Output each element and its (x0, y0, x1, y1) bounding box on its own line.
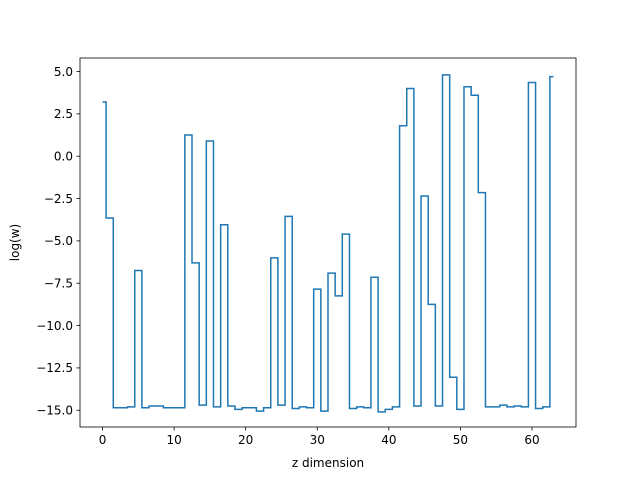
y-tick-label: −2.5 (44, 192, 73, 206)
y-tick-label: 2.5 (54, 107, 73, 121)
x-tick-label: 40 (381, 433, 396, 447)
y-axis-label: log(w) (8, 224, 22, 261)
x-tick-label: 10 (166, 433, 181, 447)
y-tick-label: −12.5 (36, 361, 73, 375)
axes-frame (79, 57, 577, 428)
series-step-line (102, 74, 554, 413)
x-tick-label: 30 (310, 433, 325, 447)
x-axis-label: z dimension (292, 456, 364, 470)
x-tick-label: 0 (99, 433, 107, 447)
x-tick-label: 20 (238, 433, 253, 447)
x-tick-label: 50 (453, 433, 468, 447)
y-tick-label: −5.0 (44, 234, 73, 248)
y-tick-label: 5.0 (54, 65, 73, 79)
x-tick-label: 60 (524, 433, 539, 447)
x-axis: 0 10 20 30 40 50 60 (99, 427, 540, 447)
y-tick-label: −10.0 (36, 319, 73, 333)
y-axis: 5.0 2.5 0.0 −2.5 −5.0 −7.5 −10.0 −12.5 −15.0 (36, 65, 80, 418)
y-tick-label: 0.0 (54, 150, 73, 164)
plot-area (79, 57, 577, 428)
y-tick-label: −7.5 (44, 277, 73, 291)
y-tick-label: −15.0 (36, 404, 73, 418)
